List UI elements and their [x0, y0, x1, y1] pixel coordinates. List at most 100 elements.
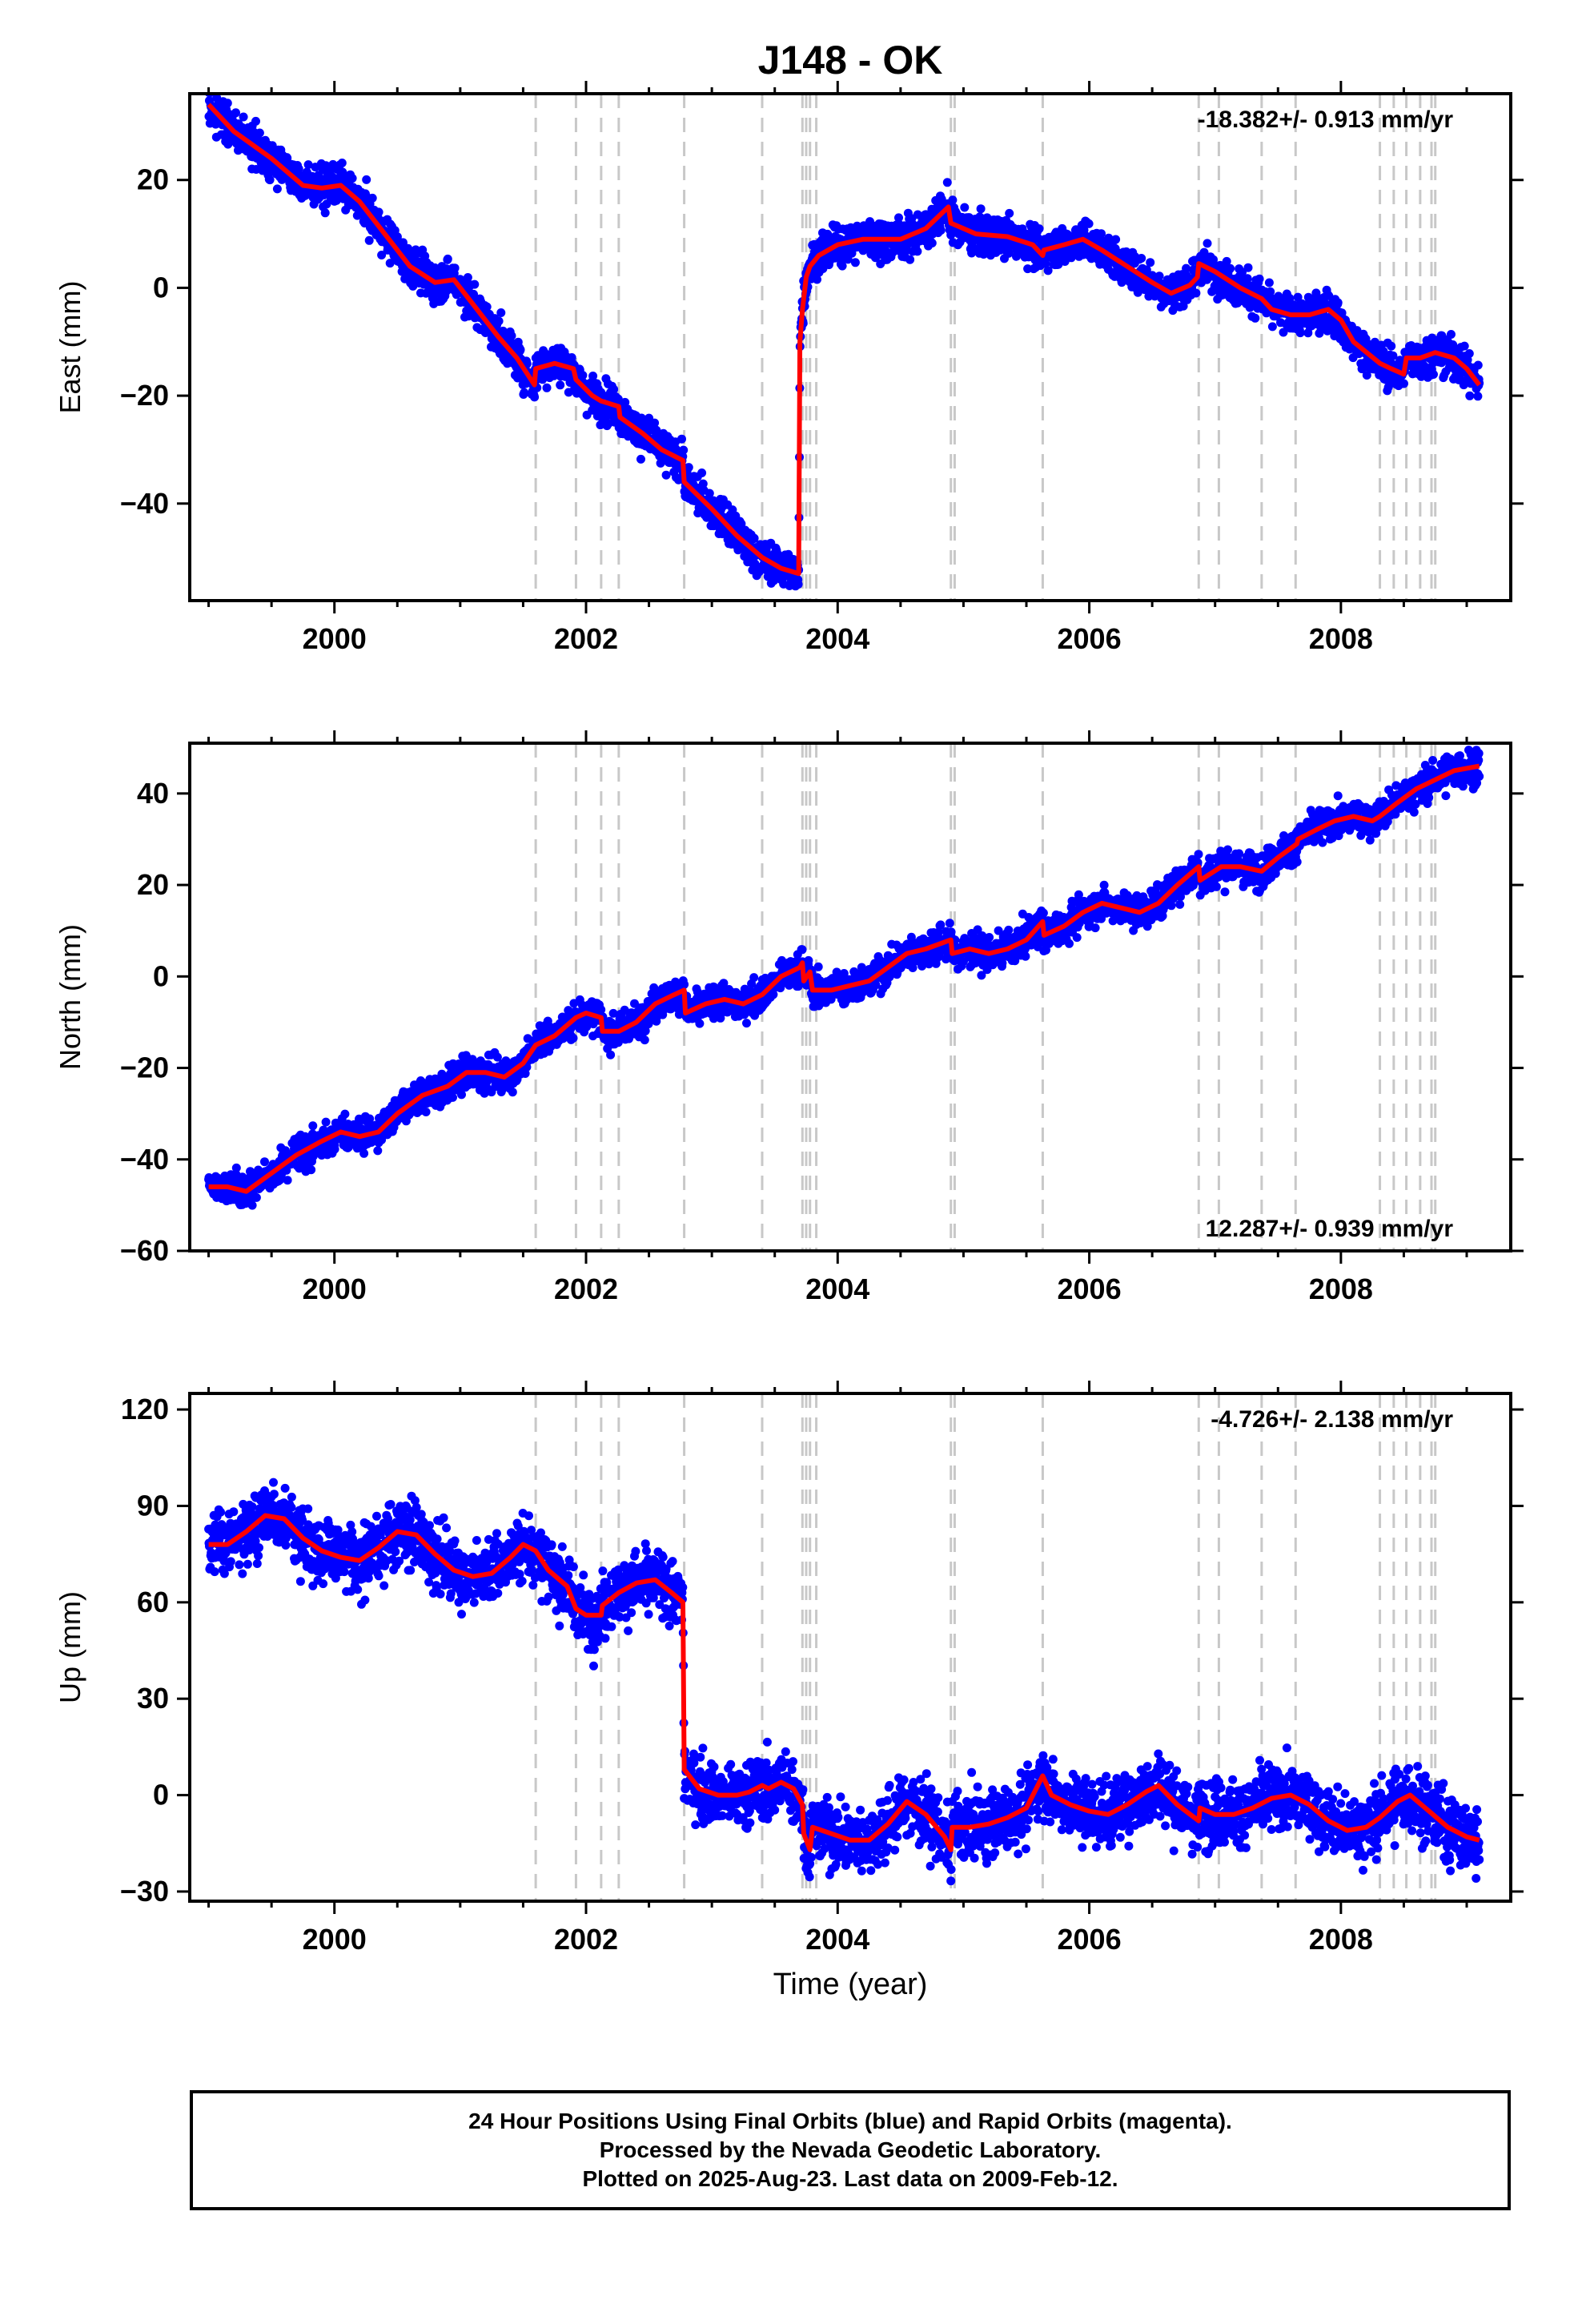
data-point [636, 454, 645, 464]
data-point [463, 273, 472, 282]
data-point [1243, 274, 1252, 283]
data-point [737, 519, 746, 529]
data-point [1460, 341, 1469, 351]
data-point [1226, 263, 1235, 273]
data-point [251, 116, 260, 126]
data-point [320, 208, 330, 218]
data-point [960, 203, 970, 212]
data-point [640, 1026, 650, 1035]
data-point [596, 1005, 606, 1015]
data-point [231, 108, 240, 118]
data-point [508, 1088, 517, 1097]
data-point [677, 434, 686, 444]
data-point [373, 1146, 383, 1156]
y-tick-label: −40 [120, 487, 169, 520]
data-point [340, 1109, 350, 1119]
data-point [337, 159, 347, 167]
data-point [942, 178, 952, 187]
north-panel: 2000 2002 2004 2006 200840200−20−40−60North … [54, 730, 1524, 1305]
data-point [530, 392, 540, 402]
data-point [251, 1192, 261, 1202]
data-point [492, 1052, 502, 1062]
data-point [698, 479, 708, 489]
data-point [640, 1035, 649, 1045]
data-point [850, 258, 860, 267]
data-point [1388, 351, 1398, 360]
data-point [1182, 263, 1191, 273]
data-point [1264, 278, 1274, 287]
data-point [1243, 263, 1253, 272]
data-point [260, 1157, 269, 1167]
data-point [347, 174, 357, 183]
east-data-points [204, 94, 1484, 591]
east-model-line [207, 103, 1482, 577]
data-point [705, 489, 714, 498]
data-point [443, 254, 452, 263]
data-point [367, 193, 377, 203]
data-point [364, 235, 374, 245]
data-point [754, 567, 764, 577]
data-point [1473, 360, 1483, 370]
data-point [308, 1152, 318, 1161]
data-point [578, 371, 588, 380]
data-point [1097, 229, 1106, 239]
data-point [936, 226, 946, 235]
data-point [374, 207, 383, 217]
data-point [307, 1165, 316, 1175]
data-point [247, 1200, 257, 1210]
east-rate-label: -18.382+/- 0.913 mm/yr [1198, 107, 1454, 133]
data-point [1043, 266, 1053, 275]
data-point [265, 175, 275, 185]
data-point [1111, 235, 1121, 244]
data-point [1255, 274, 1264, 283]
data-point [749, 533, 759, 543]
data-point [1137, 254, 1146, 263]
data-point [1005, 208, 1014, 218]
data-point [1203, 239, 1212, 248]
data-point [448, 1092, 457, 1102]
data-point [684, 463, 693, 472]
data-point [1191, 288, 1201, 298]
data-point [362, 175, 371, 184]
data-point [588, 372, 598, 380]
data-point [1362, 371, 1371, 380]
data-point [283, 1176, 292, 1185]
data-point [568, 1033, 578, 1043]
data-point [255, 128, 264, 138]
data-point [542, 383, 552, 392]
data-point [494, 316, 504, 326]
x-tick-label: 2000 [303, 622, 367, 655]
data-point [1465, 391, 1475, 400]
data-point [365, 1114, 375, 1124]
data-point [1387, 341, 1396, 351]
data-point [1222, 256, 1231, 266]
chart-title: J148 - OK [758, 38, 943, 82]
data-point [321, 1117, 331, 1127]
data-point [1084, 219, 1094, 228]
data-point [837, 261, 847, 271]
data-point [894, 213, 903, 223]
data-point [606, 1050, 616, 1059]
data-point [948, 195, 958, 205]
east-y-axis-label: East (mm) [54, 281, 86, 414]
data-point [1238, 267, 1247, 277]
x-tick-label: 2006 [1058, 622, 1122, 655]
data-point [1004, 248, 1014, 258]
x-tick-label: 2008 [1309, 622, 1373, 655]
east-frame [188, 92, 1512, 602]
data-point [283, 153, 292, 163]
data-point [303, 160, 313, 170]
data-point [620, 397, 630, 407]
data-point [231, 1163, 241, 1172]
data-point [967, 248, 977, 258]
data-point [330, 1144, 339, 1154]
data-point [1473, 392, 1483, 401]
data-point [1333, 298, 1343, 308]
y-tick-label: 0 [153, 271, 169, 304]
data-point [697, 468, 707, 477]
data-point [1209, 255, 1218, 264]
data-point [613, 394, 623, 404]
data-point [497, 1085, 507, 1095]
